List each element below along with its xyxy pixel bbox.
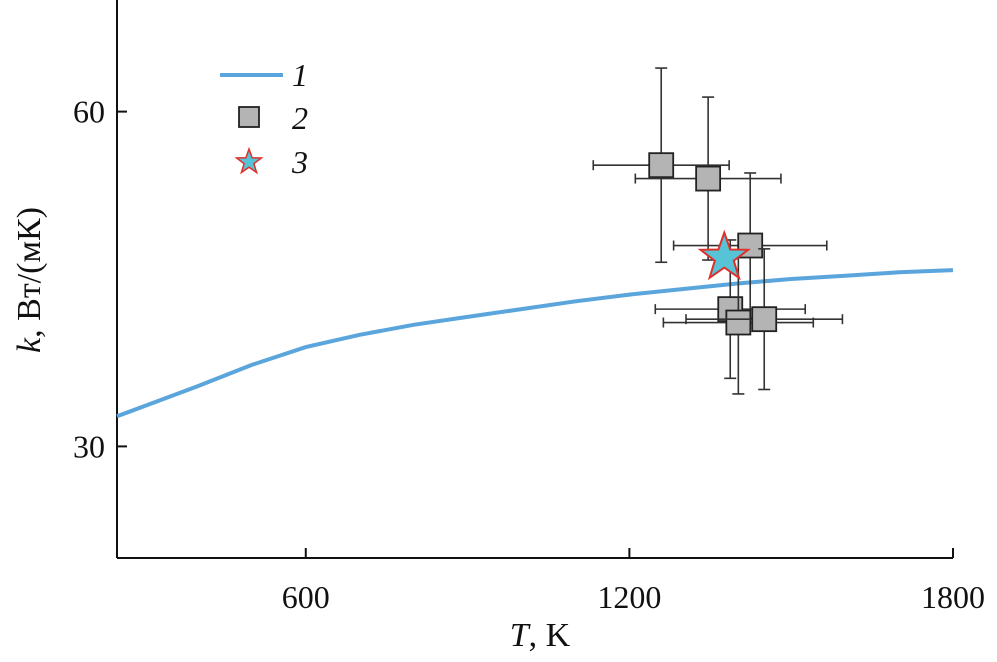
x-tick-label: 1800 — [921, 579, 985, 615]
square-marker — [751, 306, 778, 333]
legend-label-1: 1 — [292, 57, 308, 93]
square-marker — [648, 152, 675, 179]
square-marker — [725, 309, 752, 336]
series-2-point — [685, 248, 844, 391]
series-3-star — [697, 229, 751, 281]
legend-star-swatch — [234, 146, 264, 175]
series-2-point — [634, 96, 782, 261]
axes: 600 1200 1800 30 60 — [73, 0, 985, 615]
square-marker — [695, 165, 722, 192]
y-tick-label: 30 — [73, 428, 105, 464]
series-2-point — [592, 67, 730, 264]
x-tick-label: 1200 — [597, 579, 661, 615]
series-1-curve — [116, 268, 954, 419]
series-2-point — [662, 250, 815, 395]
legend-label-3: 3 — [291, 144, 308, 180]
y-tick-label: 60 — [73, 94, 105, 130]
marks — [116, 67, 954, 419]
x-axis-label: T, K — [510, 617, 571, 654]
series-2-point — [672, 172, 828, 319]
legend-label-2: 2 — [292, 100, 308, 136]
legend: 1 2 3 — [220, 57, 308, 180]
legend-square-swatch — [238, 106, 260, 128]
y-axis-label: k, Вт/(мК) — [11, 207, 48, 353]
x-tick-label: 600 — [282, 579, 330, 615]
